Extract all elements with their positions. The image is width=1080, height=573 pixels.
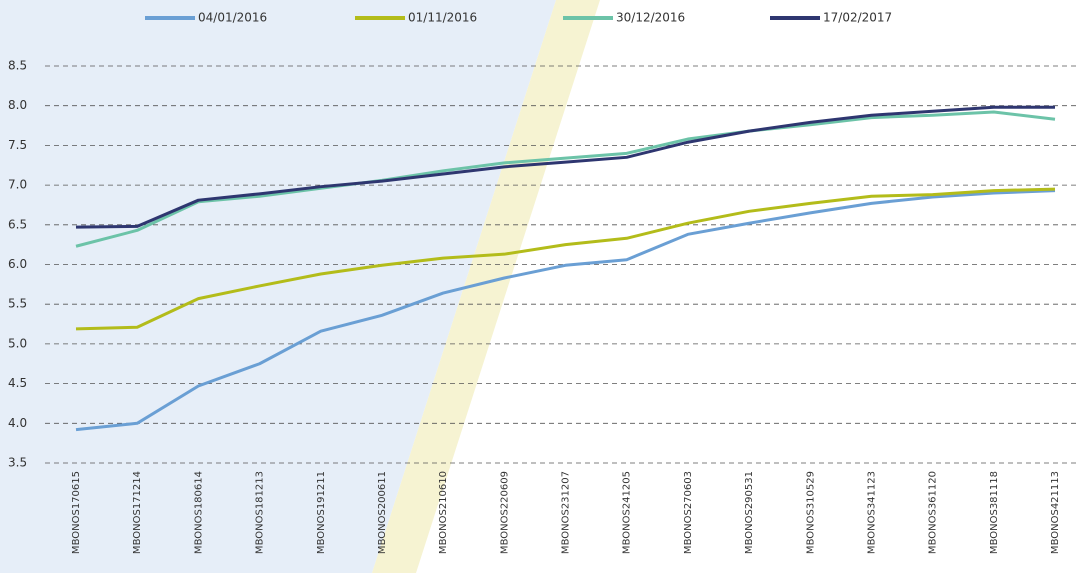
series-line [75,189,1056,432]
y-tick-label: 4.0 [8,416,27,430]
x-tick-label: MBONOS181213 [255,471,266,554]
legend-label: 04/01/2016 [198,11,267,25]
y-tick-label: 3.5 [8,456,27,470]
x-tick-label: MBONOS381118 [989,471,1000,554]
x-tick-label: MBONOS170615 [71,471,82,554]
y-tick-label: 8.0 [8,98,27,112]
legend-label: 17/02/2017 [823,11,892,25]
x-tick-label: MBONOS200611 [377,471,388,554]
y-tick-label: 5.0 [8,336,27,350]
y-tick-label: 7.5 [8,138,27,152]
x-tick-label: MBONOS210610 [438,471,449,554]
x-tick-label: MBONOS341123 [866,471,877,554]
x-tick-label: MBONOS231207 [561,471,572,554]
y-tick-label: 4.5 [8,376,27,390]
series-line [75,187,1056,331]
x-tick-label: MBONOS220609 [499,471,510,554]
x-tick-label: MBONOS290531 [744,471,755,554]
x-tick-label: MBONOS241205 [622,471,633,554]
series-line [75,110,1056,248]
series-line [75,105,1055,229]
background-panel [0,0,556,573]
legend-label: 30/12/2016 [616,11,685,25]
y-tick-label: 6.0 [8,257,27,271]
x-tick-label: MBONOS310529 [805,471,816,554]
y-tick-label: 6.5 [8,217,27,231]
x-tick-label: MBONOS361120 [928,471,939,554]
y-tick-label: 7.0 [8,178,27,192]
y-tick-label: 5.5 [8,297,27,311]
legend-label: 01/11/2016 [408,11,477,25]
y-tick-label: 8.5 [8,59,27,73]
background-band [372,0,600,573]
x-tick-label: MBONOS270603 [683,471,694,554]
x-tick-label: MBONOS191211 [316,471,327,554]
x-tick-label: MBONOS171214 [132,471,143,554]
x-tick-label: MBONOS180614 [193,471,204,554]
x-tick-label: MBONOS421113 [1050,471,1061,554]
